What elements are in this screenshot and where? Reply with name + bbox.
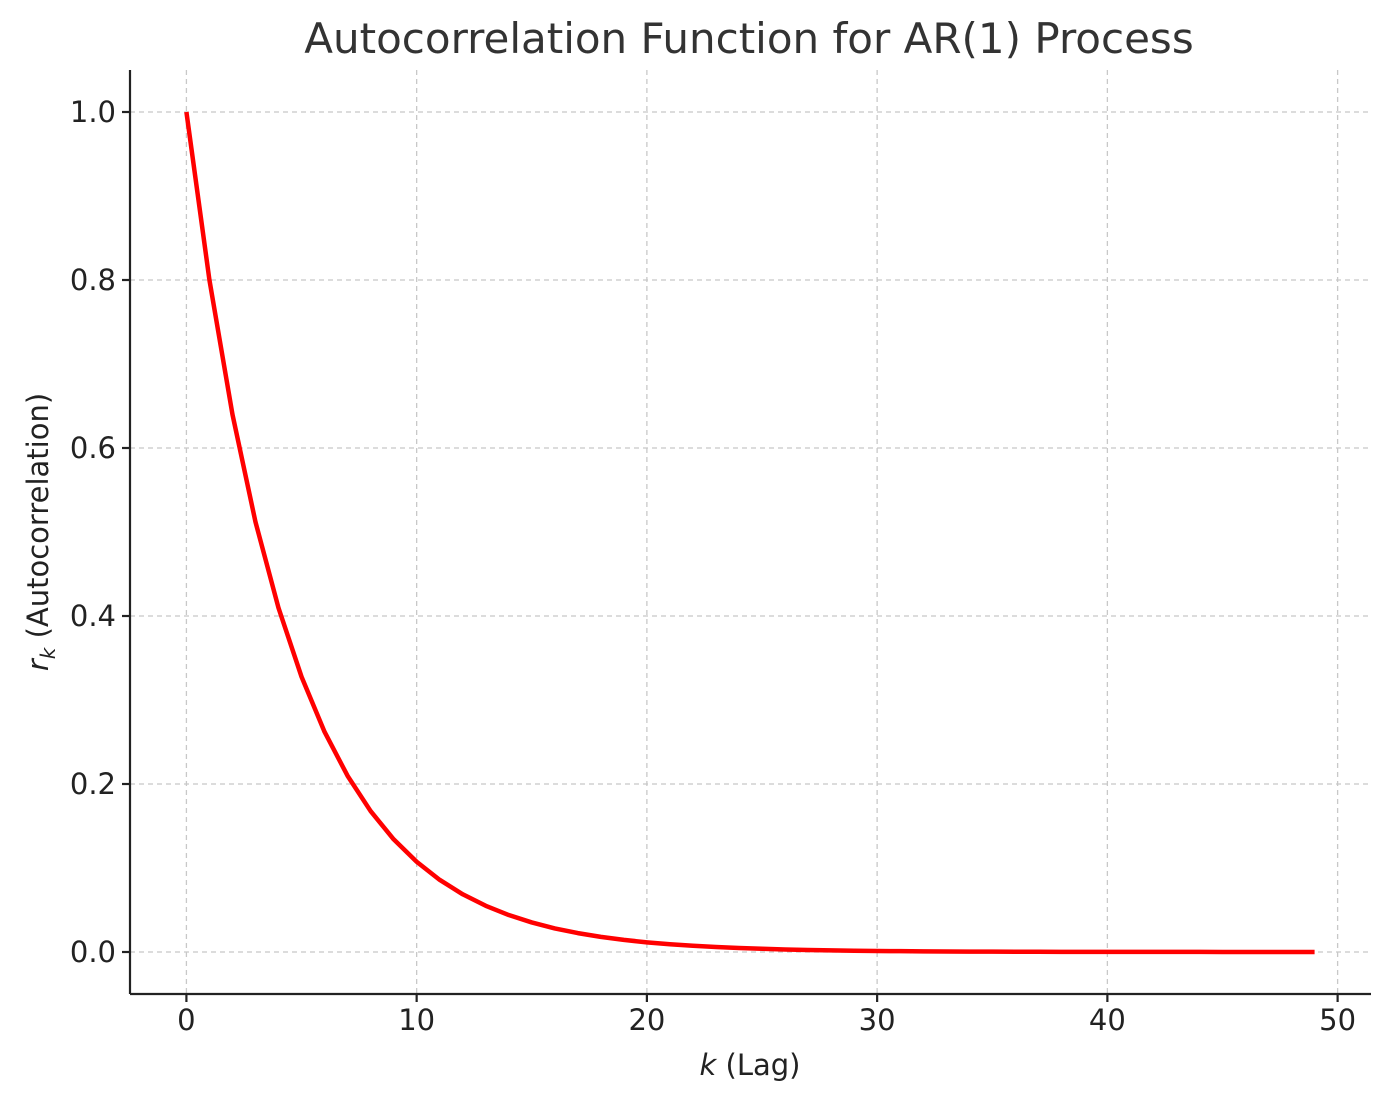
y-axis-label: rk (Autocorrelation) [21, 393, 60, 671]
x-tick-label: 10 [398, 1003, 435, 1037]
y-tick-label: 1.0 [70, 95, 116, 129]
y-tick-label: 0.6 [70, 431, 116, 465]
y-tick-label: 0.8 [70, 263, 116, 297]
series-line [184, 111, 1315, 955]
y-tick-label: 0.0 [70, 935, 116, 969]
y-tick-label: 0.2 [70, 767, 116, 801]
x-axis-label-var: k [700, 1048, 718, 1082]
x-tick-label: 50 [1319, 1003, 1356, 1037]
chart-title: Autocorrelation Function for AR(1) Proce… [304, 14, 1193, 63]
x-axis-label: k (Lag) [700, 1048, 801, 1082]
y-axis-label-text: (Autocorrelation) [21, 393, 55, 648]
grid-layer [130, 70, 1371, 994]
y-tick-label: 0.4 [70, 599, 116, 633]
x-tick-label: 30 [859, 1003, 896, 1037]
x-ticks: 0 10 20 30 40 50 [177, 994, 1356, 1037]
y-ticks: 0.0 0.2 0.4 0.6 0.8 1.0 [70, 95, 130, 969]
x-tick-label: 0 [177, 1003, 195, 1037]
y-axis-label-sub: k [36, 646, 60, 659]
series-layer [184, 111, 1315, 955]
x-axis-label-text: (Lag) [716, 1048, 800, 1082]
axes-layer [128, 70, 1371, 996]
y-axis-label-var: r [21, 657, 55, 671]
x-tick-label: 20 [628, 1003, 665, 1037]
x-tick-label: 40 [1089, 1003, 1126, 1037]
